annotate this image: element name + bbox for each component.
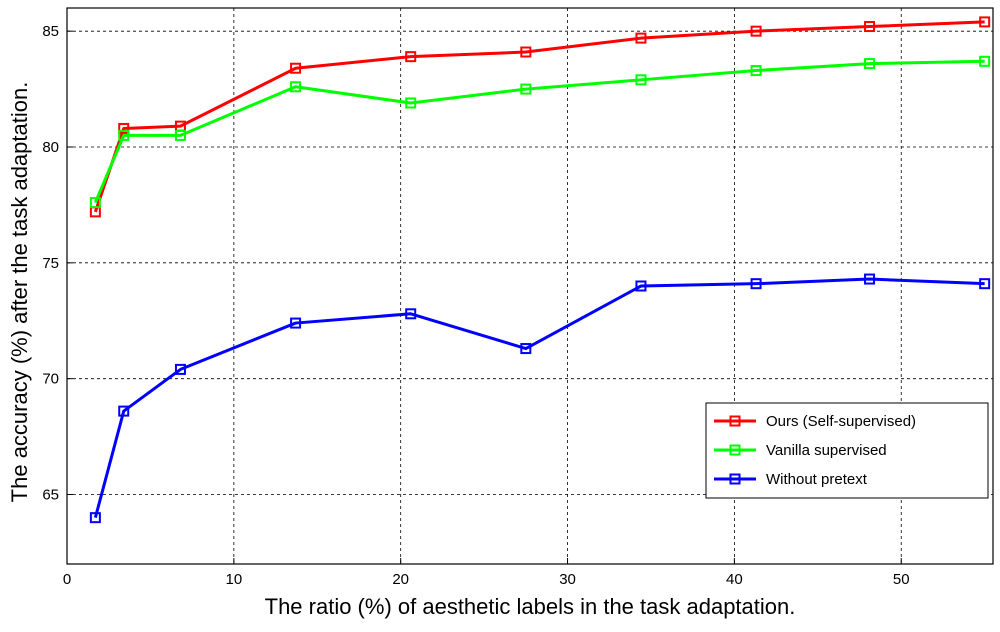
x-tick-label: 30	[559, 571, 576, 588]
legend: Ours (Self-supervised) Vanilla supervised…	[705, 402, 989, 499]
legend-swatch-marker	[729, 444, 741, 456]
y-tick-label: 65	[42, 487, 59, 504]
legend-item: Vanilla supervised	[714, 442, 887, 459]
legend-label: Ours (Self-supervised)	[766, 413, 916, 430]
data-point	[864, 58, 876, 70]
x-tick-label: 50	[893, 571, 910, 588]
x-tick-label: 20	[392, 571, 409, 588]
data-point	[405, 97, 417, 109]
data-point	[635, 280, 647, 292]
legend-swatch-marker	[729, 473, 741, 485]
ticks: 0 10 20 30 40 50 65 70 75 80 85	[42, 23, 909, 588]
data-point	[750, 65, 762, 77]
data-point	[290, 317, 302, 329]
data-point	[405, 308, 417, 320]
data-point	[118, 122, 130, 134]
x-axis-title: The ratio (%) of aesthetic labels in the…	[265, 594, 796, 619]
y-axis-title: The accuracy (%) after the task adaptati…	[7, 82, 32, 503]
series-3	[89, 273, 991, 524]
data-point	[89, 197, 101, 209]
x-tick-label: 0	[63, 571, 71, 588]
series-line	[93, 277, 985, 519]
data-point	[118, 129, 130, 141]
legend-item: Without pretext	[714, 471, 868, 488]
data-point	[290, 81, 302, 93]
data-point	[89, 512, 101, 524]
data-point	[864, 21, 876, 33]
data-point	[979, 16, 991, 28]
series-layer	[89, 16, 991, 524]
data-point	[635, 32, 647, 44]
plot-frame	[66, 7, 994, 565]
data-point	[750, 25, 762, 37]
series-line	[93, 59, 985, 204]
legend-label: Without pretext	[766, 471, 868, 488]
y-tick-label: 70	[42, 371, 59, 388]
series-1	[89, 16, 991, 218]
data-point	[520, 343, 532, 355]
legend-label: Vanilla supervised	[766, 442, 887, 459]
data-point	[174, 129, 186, 141]
data-point	[520, 83, 532, 95]
y-tick-label: 80	[42, 139, 59, 156]
data-point	[520, 46, 532, 58]
y-tick-label: 85	[42, 23, 59, 40]
data-point	[979, 278, 991, 290]
data-point	[864, 273, 876, 285]
y-tick-label: 75	[42, 255, 59, 272]
legend-item: Ours (Self-supervised)	[714, 413, 916, 430]
data-point	[290, 62, 302, 74]
data-point	[118, 405, 130, 417]
x-tick-label: 10	[226, 571, 243, 588]
legend-swatch-marker	[729, 415, 741, 427]
data-point	[979, 55, 991, 67]
data-point	[635, 74, 647, 86]
series-2	[89, 55, 991, 209]
data-point	[174, 363, 186, 375]
data-point	[750, 278, 762, 290]
data-point	[405, 51, 417, 63]
x-tick-label: 40	[726, 571, 743, 588]
series-line	[93, 20, 985, 213]
